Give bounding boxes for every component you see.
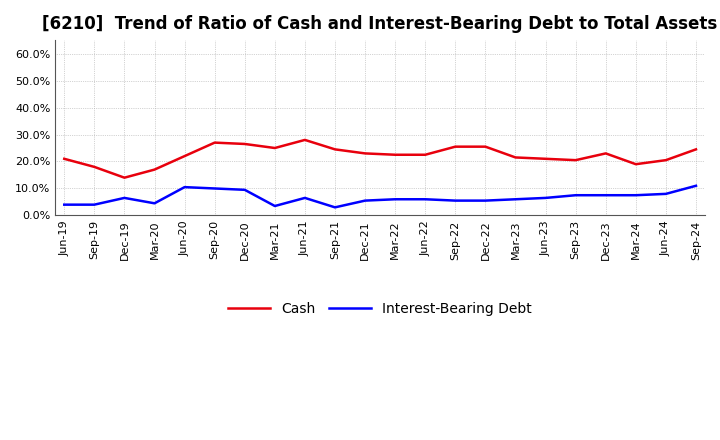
Cash [60, 156, 68, 161]
Interest-Bearing Debt [271, 203, 279, 209]
Cash [481, 144, 490, 149]
Legend: Cash, Interest-Bearing Debt: Cash, Interest-Bearing Debt [223, 296, 537, 321]
Interest-Bearing Debt [330, 205, 339, 210]
Cash [421, 152, 430, 158]
Cash [451, 144, 459, 149]
Interest-Bearing Debt [361, 198, 369, 203]
Line: Interest-Bearing Debt: Interest-Bearing Debt [64, 186, 696, 207]
Interest-Bearing Debt [662, 191, 670, 197]
Cash [150, 167, 159, 172]
Interest-Bearing Debt [90, 202, 99, 207]
Cash [572, 158, 580, 163]
Interest-Bearing Debt [210, 186, 219, 191]
Interest-Bearing Debt [481, 198, 490, 203]
Cash [541, 156, 550, 161]
Interest-Bearing Debt [300, 195, 309, 201]
Interest-Bearing Debt [150, 201, 159, 206]
Interest-Bearing Debt [180, 184, 189, 190]
Cash [361, 151, 369, 156]
Cash [511, 155, 520, 160]
Interest-Bearing Debt [692, 183, 701, 188]
Interest-Bearing Debt [240, 187, 249, 192]
Cash [271, 145, 279, 150]
Cash [330, 147, 339, 152]
Cash [90, 164, 99, 169]
Interest-Bearing Debt [421, 197, 430, 202]
Interest-Bearing Debt [451, 198, 459, 203]
Interest-Bearing Debt [60, 202, 68, 207]
Cash [300, 137, 309, 143]
Cash [120, 175, 129, 180]
Interest-Bearing Debt [631, 193, 640, 198]
Cash [662, 158, 670, 163]
Title: [6210]  Trend of Ratio of Cash and Interest-Bearing Debt to Total Assets: [6210] Trend of Ratio of Cash and Intere… [42, 15, 718, 33]
Interest-Bearing Debt [120, 195, 129, 201]
Interest-Bearing Debt [572, 193, 580, 198]
Interest-Bearing Debt [541, 195, 550, 201]
Cash [180, 154, 189, 159]
Cash [692, 147, 701, 152]
Cash [601, 151, 610, 156]
Interest-Bearing Debt [601, 193, 610, 198]
Interest-Bearing Debt [511, 197, 520, 202]
Line: Cash: Cash [64, 140, 696, 178]
Cash [391, 152, 400, 158]
Interest-Bearing Debt [391, 197, 400, 202]
Cash [240, 141, 249, 147]
Cash [210, 140, 219, 145]
Cash [631, 161, 640, 167]
